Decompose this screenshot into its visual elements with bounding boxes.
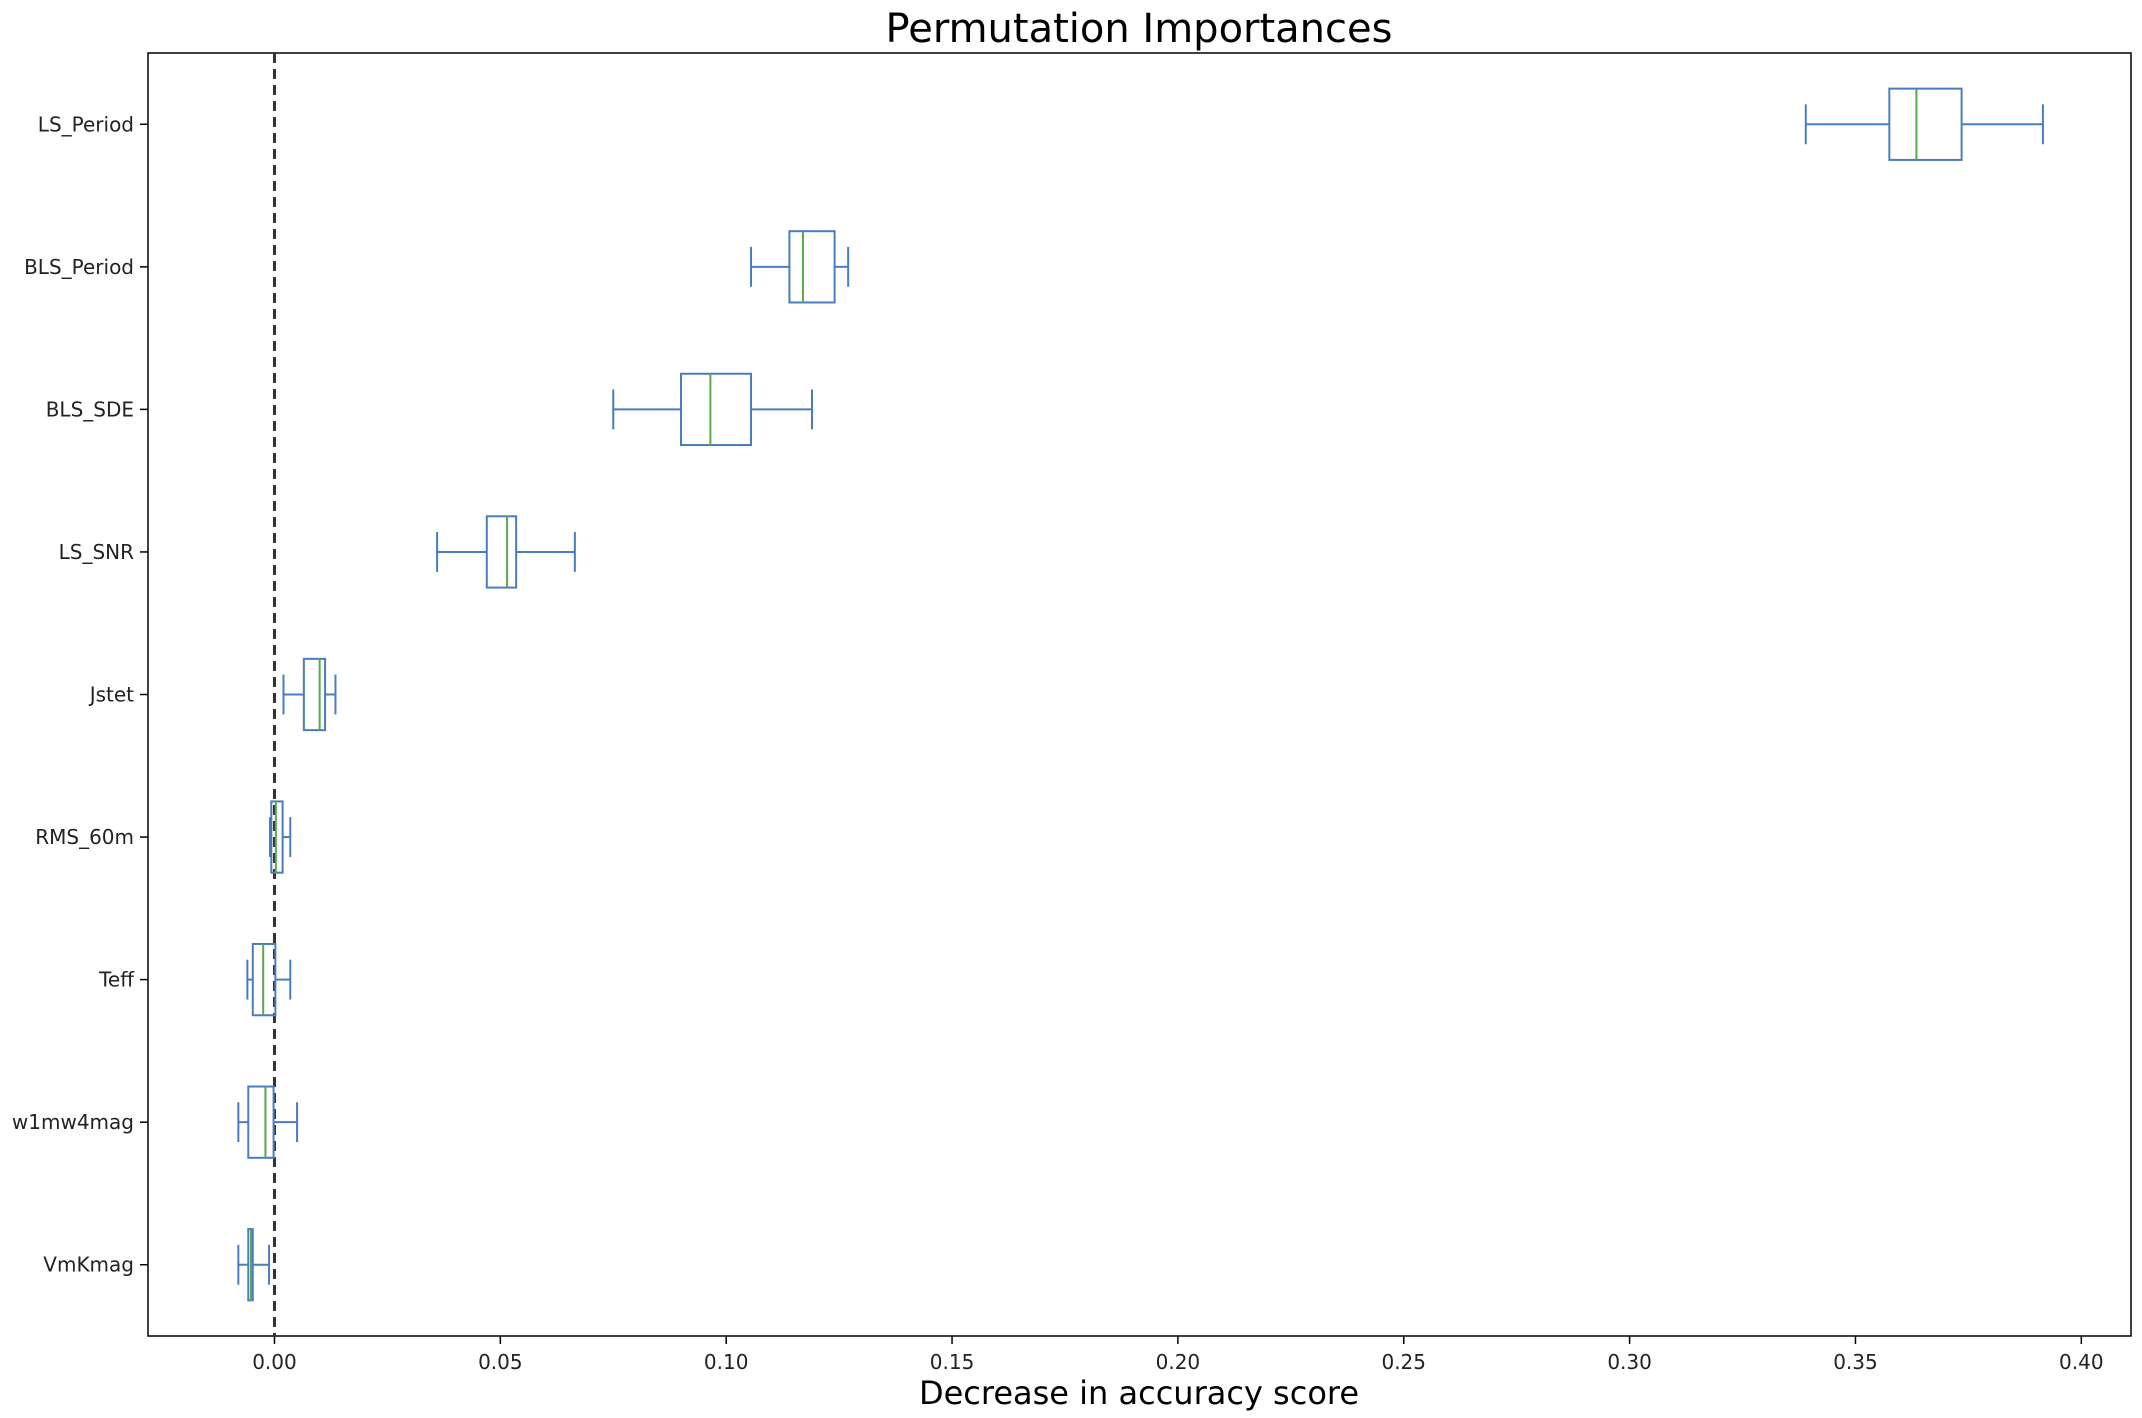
- plot-area-frame: [147, 52, 2132, 1337]
- box-RMS_60m: [268, 800, 292, 874]
- boxes-group: [237, 87, 2044, 1302]
- y-tick-label: Teff: [98, 968, 135, 992]
- box-LS_Period: [1804, 87, 2044, 161]
- y-tick-label: BLS_Period: [24, 255, 134, 279]
- y-tick-label: RMS_60m: [35, 825, 134, 849]
- y-tick-label: LS_Period: [38, 112, 134, 136]
- box-w1mw4mag: [237, 1085, 299, 1159]
- x-ticks-group: 0.00 0.05 0.10 0.15 0.20 0.25 0.30 0.35 0.40: [252, 1336, 2104, 1374]
- box-LS_SNR: [436, 515, 576, 589]
- x-tick-label: 0.30: [1607, 1350, 1652, 1374]
- y-tick-label: BLS_SDE: [46, 397, 134, 421]
- box-Teff: [246, 942, 292, 1017]
- iqr-box: [302, 657, 327, 732]
- y-tick-label: Jstet: [88, 683, 134, 707]
- x-tick-label: 0.05: [478, 1350, 523, 1374]
- iqr-box: [788, 230, 836, 304]
- y-ticks-group: LS_Period BLS_Period BLS_SDE LS_SNR Jstet RMS…: [12, 112, 148, 1277]
- iqr-box: [247, 1085, 275, 1159]
- box-Jstet: [282, 657, 337, 732]
- box-BLS_Period: [750, 230, 850, 304]
- box-VmKmag: [237, 1228, 271, 1302]
- box-BLS_SDE: [612, 372, 814, 447]
- iqr-box: [270, 800, 284, 874]
- y-tick-label: w1mw4mag: [12, 1110, 134, 1134]
- y-tick-label: VmKmag: [43, 1253, 134, 1277]
- x-tick-label: 0.25: [1381, 1350, 1426, 1374]
- iqr-box: [485, 515, 518, 589]
- x-tick-label: 0.40: [2059, 1350, 2104, 1374]
- iqr-box: [680, 372, 753, 447]
- x-axis-label: Decrease in accuracy score: [919, 1374, 1359, 1412]
- x-tick-label: 0.35: [1833, 1350, 1878, 1374]
- x-tick-label: 0.00: [252, 1350, 297, 1374]
- x-tick-label: 0.20: [1156, 1350, 1201, 1374]
- iqr-box: [1888, 87, 1963, 161]
- chart-title: Permutation Importances: [886, 6, 1393, 52]
- x-tick-label: 0.15: [930, 1350, 975, 1374]
- x-tick-label: 0.10: [704, 1350, 749, 1374]
- y-tick-label: LS_SNR: [59, 540, 134, 564]
